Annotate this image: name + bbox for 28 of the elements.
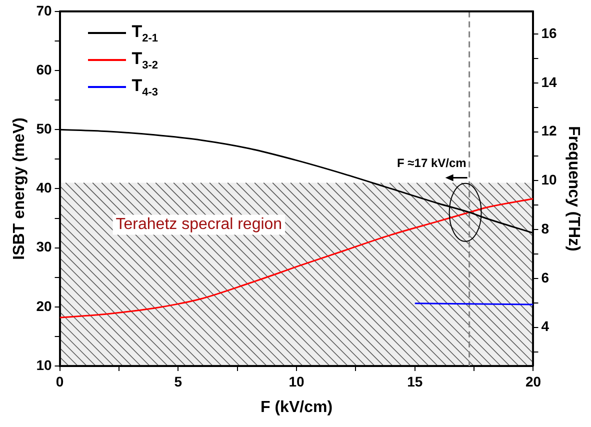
y-tick-label: 20 <box>36 298 52 314</box>
ref-line-label: F ≈17 kV/cm <box>397 156 466 170</box>
y-tick-label: 70 <box>36 2 52 18</box>
y2-tick-label: 14 <box>541 74 558 90</box>
y-axis-title: ISBT energy (meV) <box>11 118 28 260</box>
x-tick-label: 15 <box>407 373 423 390</box>
y-tick-label: 60 <box>36 61 52 78</box>
y2-tick-label: 10 <box>541 172 558 188</box>
legend-label: T$_{3-2}$ <box>132 48 158 72</box>
x-tick-label: 0 <box>56 373 64 390</box>
y2-tick-label: 8 <box>541 220 550 236</box>
y2-tick-label: 6 <box>541 269 550 286</box>
y-tick-label: 10 <box>36 356 52 373</box>
y2-tick-label: 12 <box>541 122 558 139</box>
y2-tick-label: 16 <box>541 24 558 41</box>
y-tick-label: 40 <box>36 180 52 196</box>
y-tick-label: 50 <box>36 120 52 136</box>
band-label: Terahetz specral region <box>116 216 282 234</box>
x-tick-label: 10 <box>288 373 304 390</box>
y2-tick-label: 4 <box>541 318 550 334</box>
legend-label: T$_{4-3}$ <box>132 76 158 98</box>
x-axis-title: F (kV/cm) <box>260 398 333 416</box>
legend-label: T$_{2-1}$ <box>132 22 158 44</box>
x-tick-label: 20 <box>525 373 542 390</box>
y-tick-label: 30 <box>36 238 52 255</box>
x-tick-label: 5 <box>174 373 182 390</box>
line-series <box>60 198 534 318</box>
y2-axis-title: Frequency (THz) <box>564 126 582 252</box>
